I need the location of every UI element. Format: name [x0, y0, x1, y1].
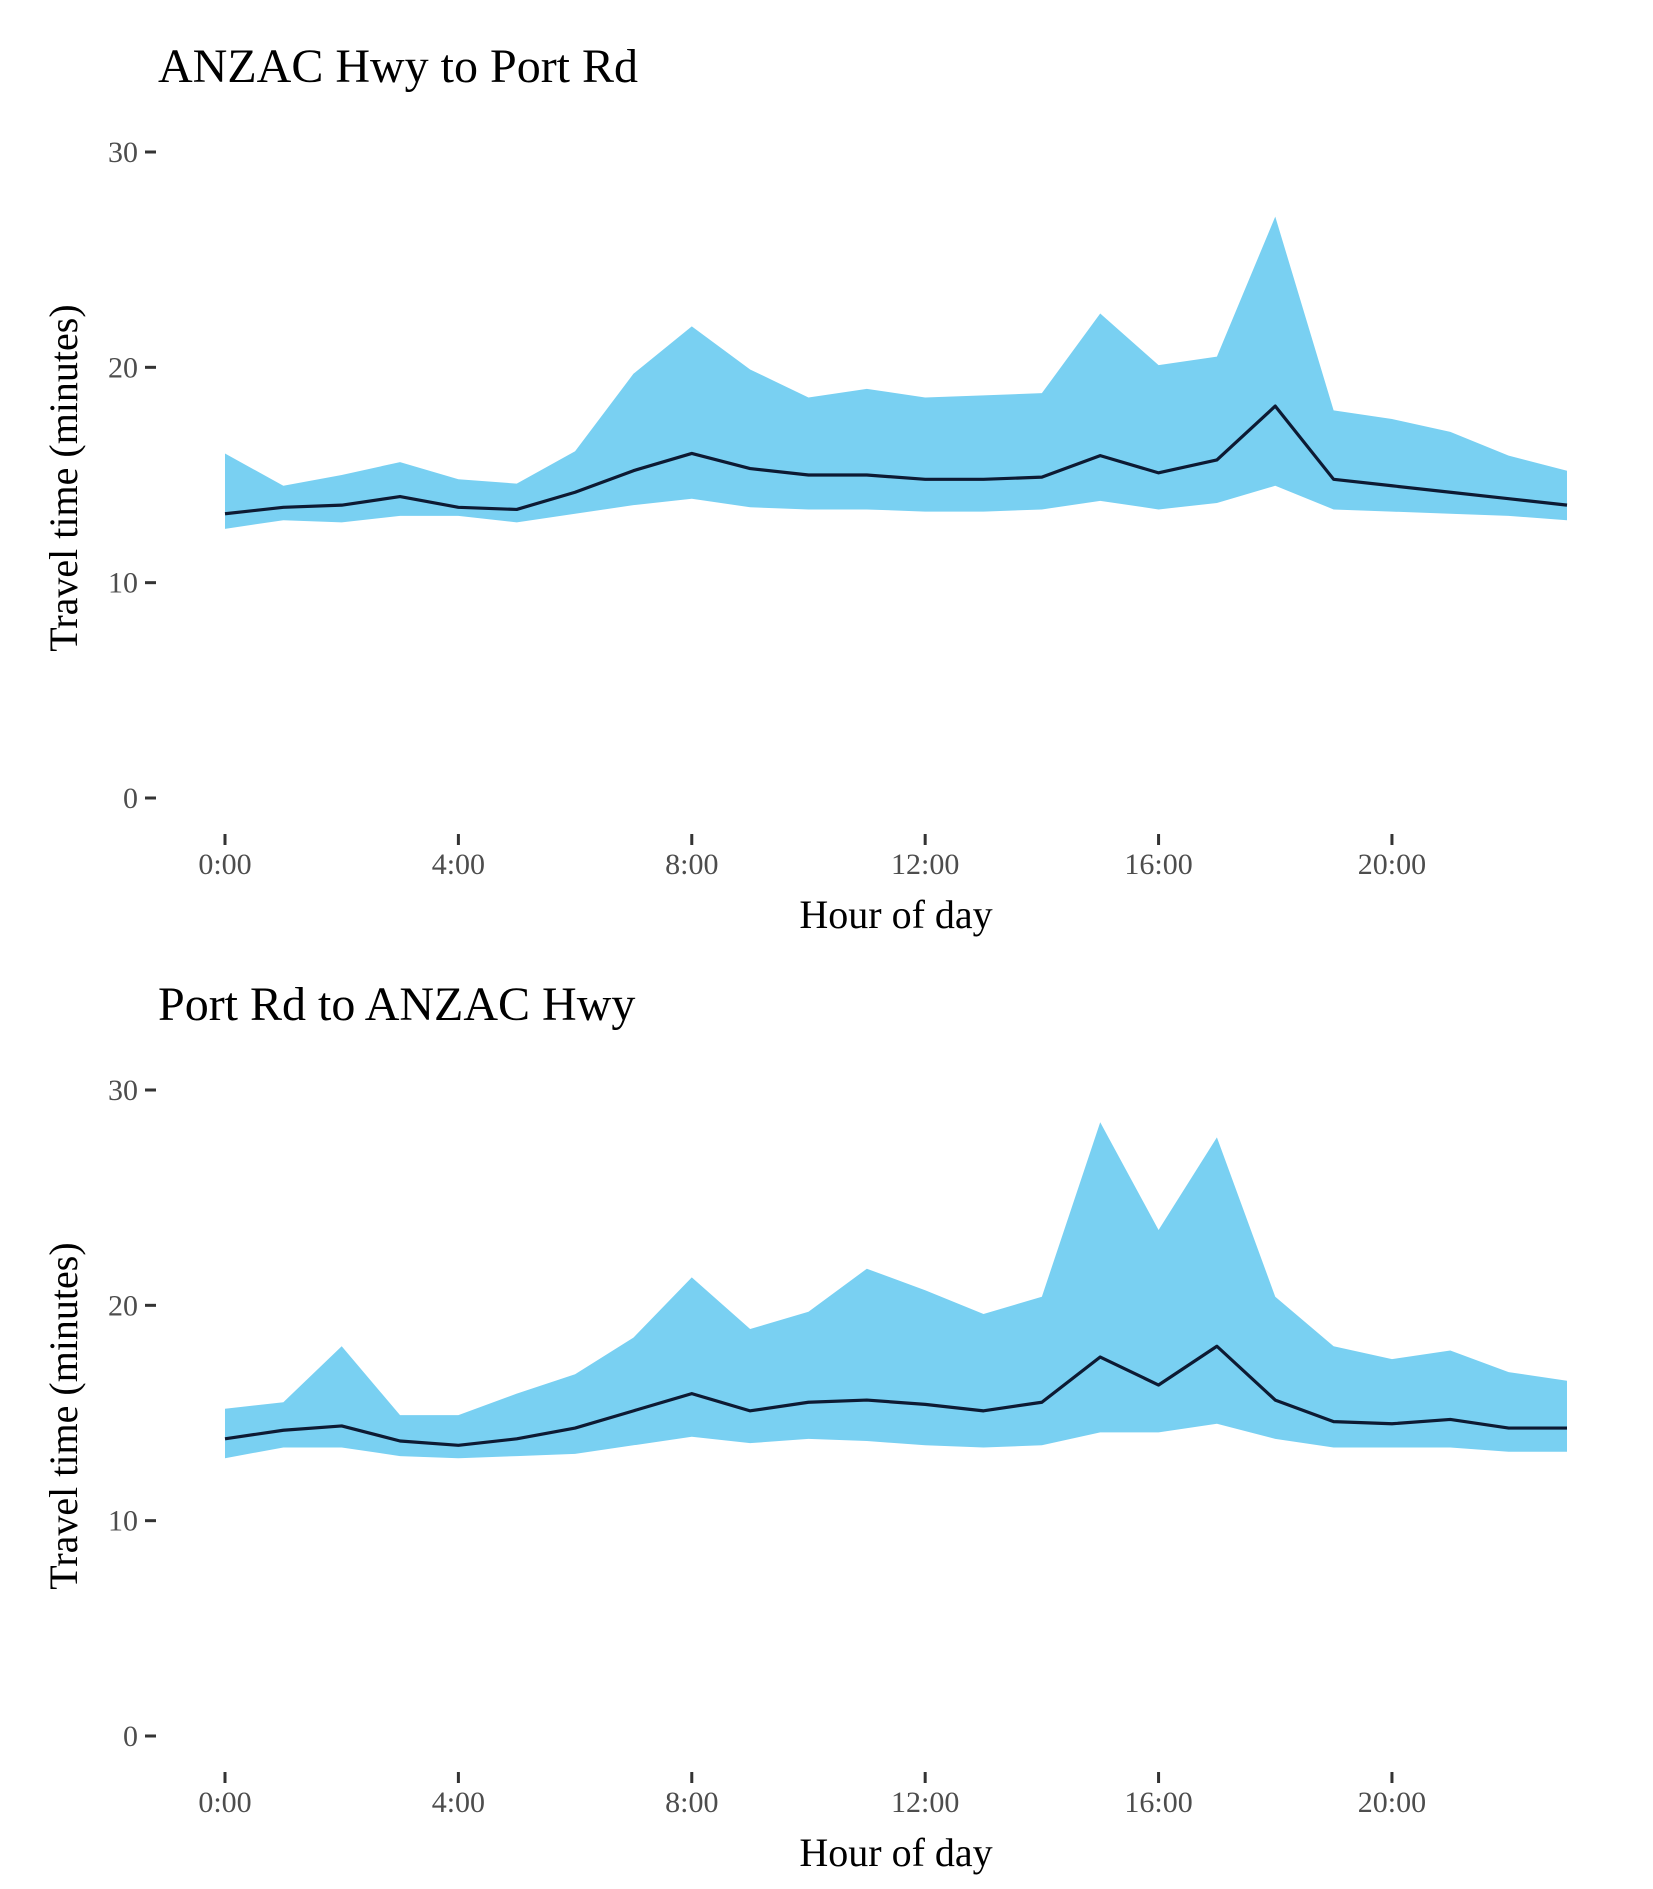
- range-band: [225, 1122, 1567, 1459]
- x-tick-label: 4:00: [432, 1786, 485, 1819]
- chart-panel-1: ANZAC Hwy to Port Rd Travel time (minute…: [41, 40, 1568, 937]
- y-tick-label: 10: [108, 567, 138, 600]
- y-tick-label: 0: [123, 782, 138, 815]
- x-tick-label: 20:00: [1358, 848, 1426, 881]
- x-tick-label: 0:00: [198, 848, 251, 881]
- x-axis-title: Hour of day: [799, 1830, 992, 1875]
- y-tick-label: 10: [108, 1505, 138, 1538]
- range-band: [225, 216, 1567, 529]
- x-axis-title: Hour of day: [799, 892, 992, 937]
- chart-panel-2: Port Rd to ANZAC Hwy Travel time (minute…: [41, 978, 1567, 1875]
- median-line: [224, 404, 1568, 516]
- chart-title: ANZAC Hwy to Port Rd: [158, 40, 638, 93]
- x-tick-label: 16:00: [1124, 848, 1192, 881]
- x-tick-label: 20:00: [1358, 1786, 1426, 1819]
- x-tick-label: 12:00: [891, 848, 959, 881]
- y-tick-label: 0: [123, 1720, 138, 1753]
- y-axis-title: Travel time (minutes): [41, 1242, 86, 1589]
- x-tick-label: 8:00: [665, 1786, 718, 1819]
- y-axis-title: Travel time (minutes): [41, 304, 86, 651]
- plot-area: 0 10 20 30 0:00 4:00 8:00 12:00 16:00 20:00: [108, 136, 1568, 881]
- median-line: [224, 1344, 1567, 1447]
- plot-area: 0 10 20 30 0:00 4:00 8:00 12:00 16:00 20:00: [108, 1074, 1567, 1819]
- y-tick-label: 20: [108, 1289, 138, 1322]
- x-tick-label: 12:00: [891, 1786, 959, 1819]
- x-tick-label: 16:00: [1124, 1786, 1192, 1819]
- y-tick-label: 20: [108, 351, 138, 384]
- x-tick-label: 8:00: [665, 848, 718, 881]
- y-tick-label: 30: [108, 1074, 138, 1107]
- x-tick-label: 0:00: [198, 1786, 251, 1819]
- y-tick-label: 30: [108, 136, 138, 169]
- chart-title: Port Rd to ANZAC Hwy: [158, 978, 635, 1031]
- x-tick-label: 4:00: [432, 848, 485, 881]
